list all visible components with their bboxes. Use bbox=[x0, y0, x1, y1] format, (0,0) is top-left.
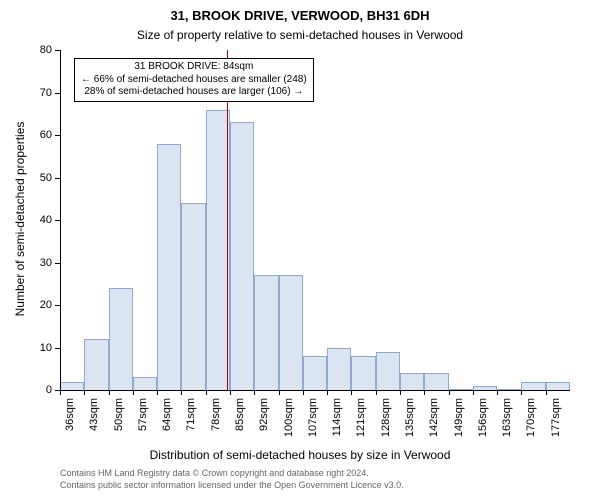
annotation-line: 31 BROOK DRIVE: 84sqm bbox=[81, 61, 307, 74]
x-tick-label: 128sqm bbox=[380, 398, 392, 448]
histogram-bar bbox=[109, 288, 133, 390]
x-tick-label: 78sqm bbox=[210, 398, 222, 448]
x-tick-label: 50sqm bbox=[113, 398, 125, 448]
histogram-bar bbox=[230, 122, 254, 390]
histogram-bar bbox=[351, 356, 375, 390]
x-tick-label: 100sqm bbox=[283, 398, 295, 448]
x-tick-label: 170sqm bbox=[525, 398, 537, 448]
x-tick-label: 43sqm bbox=[88, 398, 100, 448]
y-tick-label: 50 bbox=[0, 172, 52, 184]
histogram-bar bbox=[133, 377, 157, 390]
x-tick-label: 149sqm bbox=[453, 398, 465, 448]
footer-line-2: Contains public sector information licen… bbox=[60, 480, 404, 490]
y-tick-label: 0 bbox=[0, 384, 52, 396]
histogram-bar bbox=[181, 203, 205, 390]
x-tick-label: 114sqm bbox=[331, 398, 343, 448]
chart-subtitle: Size of property relative to semi-detach… bbox=[0, 28, 600, 42]
histogram-bar bbox=[400, 373, 424, 390]
histogram-bar bbox=[327, 348, 351, 391]
histogram-bar bbox=[84, 339, 108, 390]
y-tick-label: 40 bbox=[0, 214, 52, 226]
x-tick-label: 36sqm bbox=[64, 398, 76, 448]
x-tick-label: 85sqm bbox=[234, 398, 246, 448]
x-tick-label: 142sqm bbox=[428, 398, 440, 448]
histogram-bar bbox=[254, 275, 278, 390]
histogram-bar bbox=[376, 352, 400, 390]
y-tick-label: 60 bbox=[0, 129, 52, 141]
x-tick-label: 107sqm bbox=[307, 398, 319, 448]
histogram-bar bbox=[546, 382, 570, 391]
x-tick-label: 135sqm bbox=[404, 398, 416, 448]
histogram-bar bbox=[303, 356, 327, 390]
footer-line-1: Contains HM Land Registry data © Crown c… bbox=[60, 468, 369, 478]
x-tick-label: 163sqm bbox=[501, 398, 513, 448]
chart-container: 31, BROOK DRIVE, VERWOOD, BH31 6DH Size … bbox=[0, 0, 600, 500]
x-axis-label: Distribution of semi-detached houses by … bbox=[0, 448, 600, 462]
y-tick-label: 70 bbox=[0, 87, 52, 99]
x-tick-label: 64sqm bbox=[161, 398, 173, 448]
x-tick-label: 121sqm bbox=[355, 398, 367, 448]
annotation-line: ← 66% of semi-detached houses are smalle… bbox=[81, 74, 307, 87]
x-tick-label: 92sqm bbox=[258, 398, 270, 448]
x-tick-label: 177sqm bbox=[550, 398, 562, 448]
annotation-box: 31 BROOK DRIVE: 84sqm← 66% of semi-detac… bbox=[74, 58, 314, 102]
histogram-bar bbox=[279, 275, 303, 390]
chart-title: 31, BROOK DRIVE, VERWOOD, BH31 6DH bbox=[0, 8, 600, 23]
histogram-bar bbox=[521, 382, 545, 391]
y-tick-label: 80 bbox=[0, 44, 52, 56]
annotation-line: 28% of semi-detached houses are larger (… bbox=[81, 86, 307, 99]
histogram-bar bbox=[157, 144, 181, 391]
y-tick-label: 10 bbox=[0, 342, 52, 354]
x-tick-label: 156sqm bbox=[477, 398, 489, 448]
histogram-bar bbox=[424, 373, 448, 390]
histogram-bar bbox=[60, 382, 84, 391]
x-tick-label: 57sqm bbox=[137, 398, 149, 448]
y-tick-label: 30 bbox=[0, 257, 52, 269]
x-tick-label: 71sqm bbox=[185, 398, 197, 448]
y-tick-label: 20 bbox=[0, 299, 52, 311]
